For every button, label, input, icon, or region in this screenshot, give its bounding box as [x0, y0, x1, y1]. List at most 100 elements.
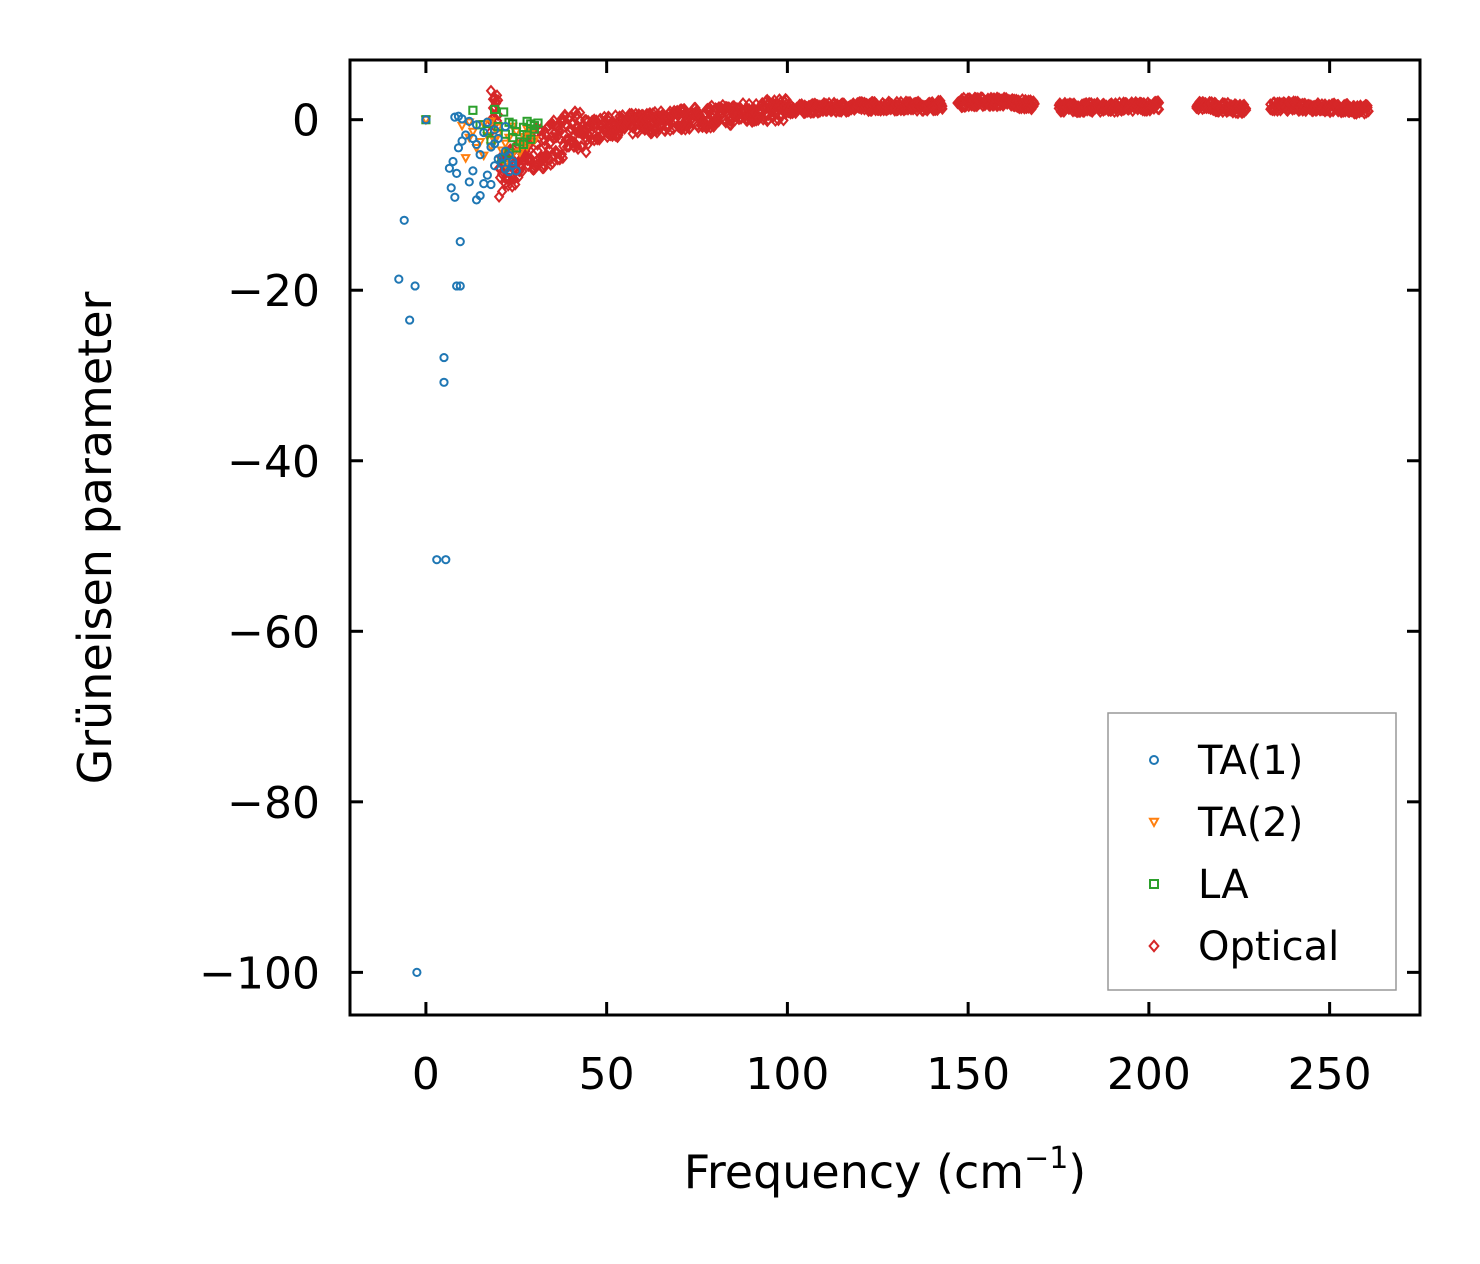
scatter-points [394, 84, 1374, 977]
ta-1--point [489, 125, 500, 135]
ta-1--point [464, 116, 474, 126]
y-tick-label: −100 [199, 948, 320, 999]
legend-marker [1149, 755, 1159, 765]
ta-2--point [456, 121, 468, 132]
optical-point [1363, 104, 1374, 118]
optical-point [532, 144, 543, 158]
ta-1--point [421, 115, 431, 125]
x-tick-label: 100 [745, 1049, 829, 1100]
la-point [499, 107, 509, 117]
optical-point [664, 124, 676, 137]
y-tick-label: −60 [227, 607, 320, 658]
axis-ticks: 0 50 100 150 200 250 0 −20 −40 −60 −80 −100 [199, 60, 1420, 1100]
ta-1--point [468, 133, 478, 144]
optical-point [937, 99, 948, 113]
la-point [511, 143, 521, 153]
optical-point [554, 132, 566, 146]
optical-point [561, 140, 573, 154]
ta-1--point [479, 179, 489, 189]
plot-frame [348, 58, 1422, 1017]
la-point [526, 134, 536, 144]
optical-point [1153, 96, 1165, 109]
ta-1--point [500, 121, 511, 132]
ta-1--point [468, 166, 478, 176]
x-tick-label: 150 [926, 1049, 1010, 1100]
ta-1--point [410, 281, 420, 291]
ta-1--point [439, 352, 449, 363]
la-point [489, 104, 500, 115]
optical-point [539, 149, 551, 162]
ta-2--point [500, 139, 511, 150]
optical-point [500, 177, 511, 190]
ta-2--point [496, 146, 508, 157]
ta-1--point [482, 117, 492, 127]
ta-1--point [508, 156, 518, 167]
ta-1--point [475, 190, 485, 201]
ta-1--point [504, 167, 514, 177]
ta-1--point [448, 156, 458, 167]
optical-point [679, 102, 690, 116]
ta-1--point [455, 237, 465, 247]
optical-point [1240, 102, 1252, 115]
ta-1--point [475, 150, 485, 160]
ta-1--point [452, 281, 462, 291]
x-tick-label: 0 [412, 1049, 440, 1100]
ta-2--point [467, 127, 479, 138]
legend-marker [1148, 939, 1160, 953]
ta-1--point [486, 179, 496, 190]
optical-point [580, 146, 592, 159]
ta-2--point [460, 154, 471, 164]
ta-1--point [479, 127, 489, 138]
optical-point [531, 158, 542, 172]
ta-1--point [464, 177, 474, 187]
optical-point [1153, 103, 1165, 116]
legend-label: LA [1198, 862, 1249, 908]
series-optical [485, 84, 1374, 204]
optical-point [544, 137, 555, 150]
ta-1--point [450, 192, 460, 202]
optical-point [1240, 103, 1252, 117]
optical-point [496, 185, 508, 198]
ta-1--point [493, 133, 503, 144]
optical-point [770, 114, 781, 127]
optical-point [557, 151, 569, 165]
ta-1--point [394, 274, 404, 284]
ta-1--point [446, 183, 456, 193]
optical-point [522, 153, 533, 167]
la-point [522, 116, 532, 126]
optical-point [538, 158, 549, 172]
ta-1--point [412, 967, 422, 977]
x-tick-label: 50 [579, 1049, 635, 1100]
optical-point [578, 125, 590, 138]
optical-point [525, 151, 536, 165]
legend-label: TA(1) [1197, 738, 1303, 784]
optical-point [491, 89, 503, 102]
ta-1--point [444, 163, 455, 173]
optical-point [558, 139, 569, 153]
x-tick-label: 200 [1107, 1049, 1191, 1100]
x-axis-label: Frequency (cm−1) [684, 1141, 1087, 1199]
legend-label: Optical [1198, 924, 1339, 970]
y-tick-label: 0 [292, 96, 320, 147]
x-tick-label: 250 [1288, 1049, 1372, 1100]
ta-1--point [471, 120, 482, 130]
ta-1--point [455, 281, 465, 291]
ta-1--point [441, 555, 451, 565]
ta-2--point [463, 118, 475, 128]
y-tick-label: −80 [227, 778, 320, 829]
optical-point [1362, 99, 1373, 112]
legend-label: TA(2) [1197, 800, 1303, 846]
ta-1--point [399, 215, 409, 225]
ta-1--point [453, 143, 464, 153]
ta-1--point [452, 168, 462, 179]
optical-point [538, 161, 549, 175]
optical-point [490, 97, 502, 110]
ta-1--point [461, 130, 471, 140]
ta-1--point [500, 146, 511, 156]
ta-1--point [405, 315, 415, 325]
optical-point [508, 172, 520, 186]
series-ta-1- [394, 111, 521, 977]
y-tick-label: −40 [227, 437, 320, 488]
legend-marker [1148, 817, 1160, 829]
